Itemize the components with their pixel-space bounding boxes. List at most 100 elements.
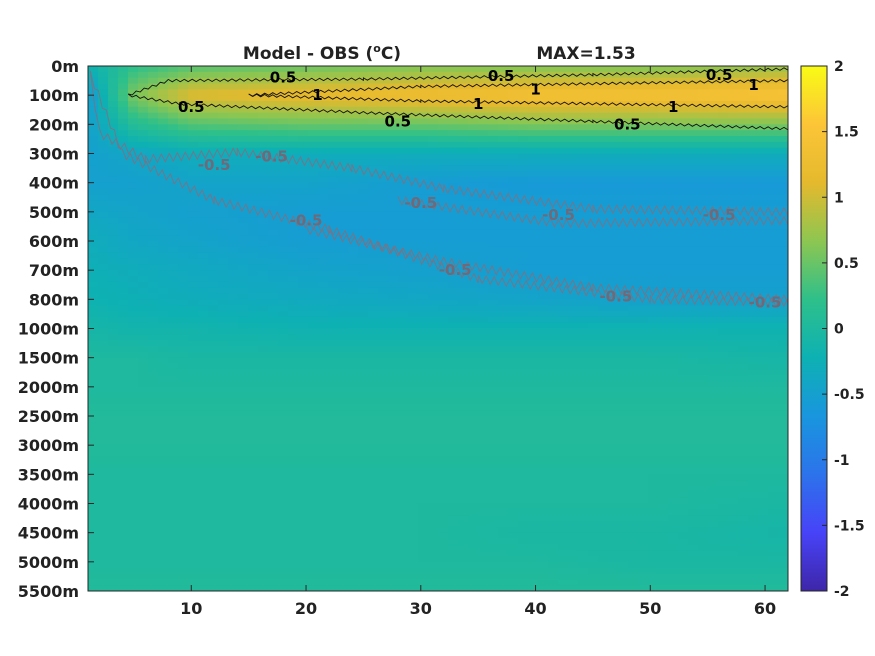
heatmap-cell [708,153,719,160]
heatmap-cell [168,357,179,365]
heatmap-cell [258,311,269,318]
heatmap-cell [128,258,139,265]
heatmap-cell [398,299,409,306]
heatmap-cell [128,375,139,382]
heatmap-cell [368,101,379,108]
heatmap-cell [488,340,499,347]
heatmap-cell [128,77,139,85]
heatmap-cell [548,276,559,283]
heatmap-cell [478,83,489,90]
heatmap-cell [718,252,729,260]
heatmap-cell [738,223,749,230]
heatmap-cell [658,200,669,207]
heatmap-cell [608,171,619,178]
heatmap-cell [468,130,479,137]
heatmap-cell [728,118,739,125]
heatmap-cell [368,188,379,195]
heatmap-cell [268,363,279,370]
heatmap-cell [148,252,159,260]
heatmap-cell [778,416,788,423]
heatmap-cell [418,89,429,96]
heatmap-cell [88,328,99,335]
heatmap-cell [508,89,519,96]
heatmap-cell [608,165,619,172]
heatmap-cell [668,229,679,236]
heatmap-cell [708,363,719,370]
heatmap-cell [598,147,609,155]
heatmap-cell [98,141,109,149]
heatmap-cell [418,95,429,102]
heatmap-cell [198,141,209,149]
heatmap-cell [678,421,689,429]
heatmap-cell [328,404,339,411]
heatmap-cell [748,124,759,131]
heatmap-cell [708,66,719,73]
heatmap-cell [738,130,749,137]
heatmap-cell [458,416,469,423]
heatmap-cell [318,206,329,213]
heatmap-cell [268,66,279,73]
heatmap-cell [488,410,499,417]
heatmap-cell [298,416,309,423]
heatmap-cell [458,270,469,277]
heatmap-cell [108,95,119,102]
heatmap-cell [698,392,709,400]
heatmap-cell [348,182,359,190]
heatmap-cell [348,328,359,335]
heatmap-cell [118,456,129,464]
heatmap-cell [538,287,549,295]
heatmap-cell [338,299,349,306]
heatmap-cell [648,351,659,359]
heatmap-cell [638,433,649,440]
heatmap-cell [558,246,569,254]
heatmap-cell [398,416,409,423]
heatmap-cell [698,369,709,376]
heatmap-cell [718,200,729,207]
heatmap-cell [138,281,149,289]
heatmap-cell [748,194,759,201]
heatmap-cell [628,328,639,335]
heatmap-cell [178,101,189,108]
heatmap-cell [258,200,269,207]
heatmap-cell [178,252,189,260]
heatmap-cell [478,95,489,102]
heatmap-cell [268,182,279,190]
heatmap-cell [478,427,489,435]
heatmap-cell [348,176,359,184]
heatmap-cell [558,252,569,260]
heatmap-cell [238,281,249,289]
heatmap-cell [568,95,579,102]
heatmap-cell [618,71,629,79]
heatmap-cell [348,386,359,394]
heatmap-cell [778,299,788,306]
heatmap-cell [528,141,539,149]
heatmap-cell [268,217,279,225]
heatmap-cell [498,351,509,359]
heatmap-cell [228,392,239,400]
heatmap-cell [608,281,619,289]
heatmap-cell [638,206,649,213]
heatmap-cell [578,89,589,96]
heatmap-cell [648,66,659,73]
heatmap-cell [448,334,459,341]
heatmap-cell [88,270,99,277]
heatmap-cell [748,95,759,102]
heatmap-cell [488,281,499,289]
heatmap-cell [358,293,369,300]
heatmap-cell [448,410,459,417]
heatmap-cell [768,468,779,475]
heatmap-cell [438,316,449,324]
heatmap-cell [448,95,459,102]
heatmap-cell [428,416,439,423]
heatmap-cell [538,124,549,131]
heatmap-cell [348,340,359,347]
heatmap-cell [508,182,519,190]
heatmap-cell [398,258,409,265]
heatmap-cell [468,381,479,388]
heatmap-cell [128,398,139,405]
heatmap-cell [288,106,299,114]
heatmap-cell [688,258,699,265]
heatmap-cell [418,474,429,481]
heatmap-cell [648,346,659,353]
heatmap-cell [158,206,169,213]
